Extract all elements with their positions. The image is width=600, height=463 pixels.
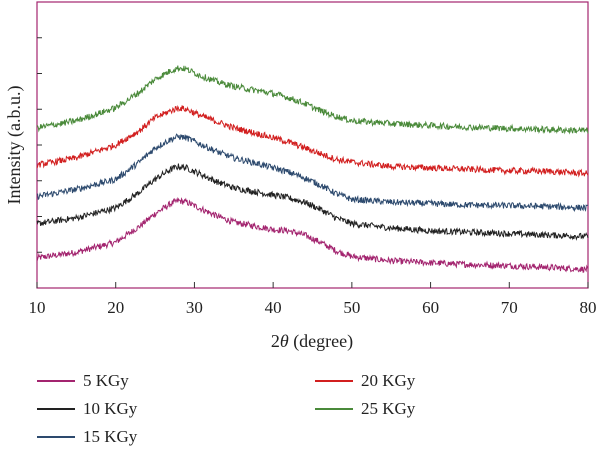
legend: 5 KGy 10 KGy 15 KGy 20 KGy 25 KGy	[37, 371, 416, 446]
x-tick-label: 60	[422, 298, 439, 317]
y-axis-label: Intensity (a.b.u.)	[4, 86, 25, 205]
x-tick-label: 70	[501, 298, 518, 317]
x-axis: 10 20 30 40 50 60 70 80	[29, 282, 597, 317]
y-axis	[37, 37, 42, 253]
legend-entry: 25 KGy	[361, 399, 416, 418]
x-axis-label: 2θ (degree)	[271, 331, 353, 352]
x-tick-label: 40	[265, 298, 282, 317]
series-layer	[36, 65, 589, 273]
x-tick-label: 50	[343, 298, 360, 317]
legend-entry: 15 KGy	[83, 427, 138, 446]
x-axis-label-suffix: (degree)	[289, 331, 353, 352]
x-tick-label: 80	[580, 298, 597, 317]
x-axis-label-prefix: 2	[271, 331, 280, 351]
series-line-10-kgy	[36, 163, 589, 241]
legend-entry: 10 KGy	[83, 399, 138, 418]
legend-entry: 5 KGy	[83, 371, 129, 390]
series-line-20-kgy	[36, 105, 589, 178]
series-line-5-kgy	[36, 196, 589, 273]
x-tick-label: 10	[29, 298, 46, 317]
series-line-15-kgy	[36, 133, 589, 213]
series-line-25-kgy	[36, 65, 589, 135]
x-axis-label-symbol: θ	[280, 331, 289, 351]
legend-entry: 20 KGy	[361, 371, 416, 390]
x-tick-label: 30	[186, 298, 203, 317]
x-tick-label: 20	[107, 298, 124, 317]
